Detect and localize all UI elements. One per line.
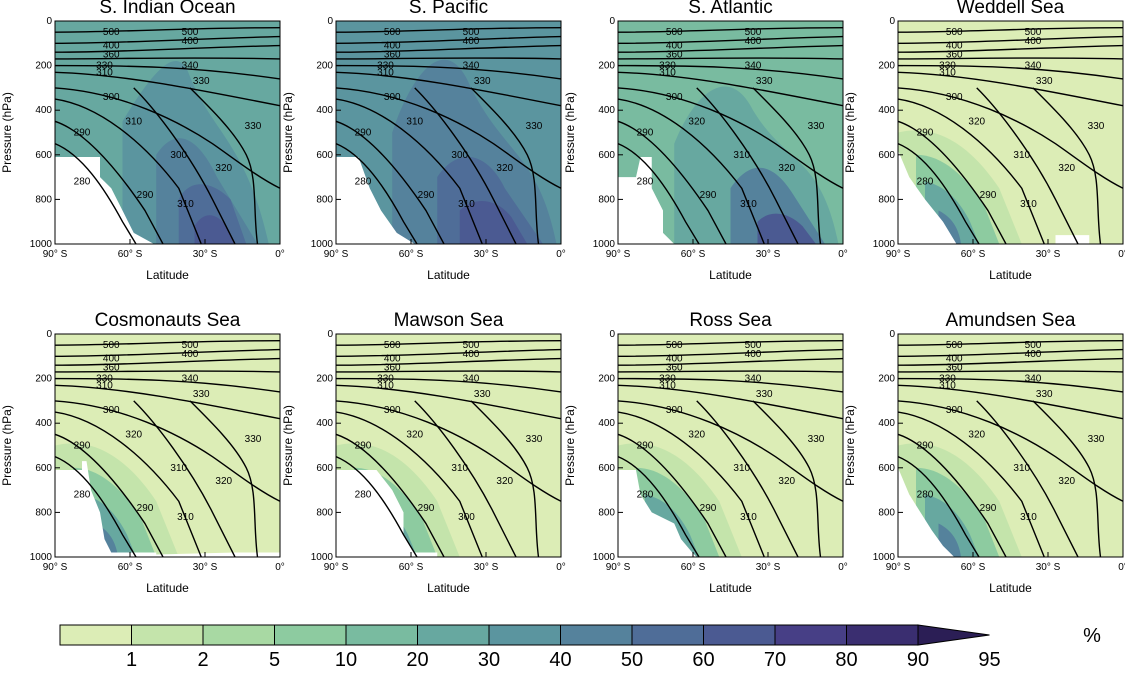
colorbar-swatch [632,625,704,645]
contour-label: 290 [980,503,997,514]
x-tick-label: 30° S [1036,562,1061,573]
colorbar-label: 80 [835,649,857,669]
y-tick-label: 0 [889,329,895,340]
colorbar-swatch [203,625,275,645]
colorbar-swatch [561,625,633,645]
colorbar-label: 5 [269,649,280,669]
colorbar-label: 50 [621,649,643,669]
contour-label: 360 [946,362,963,373]
contour-label: 310 [939,380,956,391]
colorbar-swatch [847,625,919,645]
colorbar-label: 70 [764,649,786,669]
contour-label: 340 [1025,374,1042,385]
y-tick-label: 800 [878,507,895,518]
colorbar-label: 90 [907,649,929,669]
contour-label: 300 [946,405,963,416]
contour-label: 280 [917,490,934,501]
x-tick-label: 90° S [886,562,911,573]
x-tick-label: 0° [1118,562,1125,573]
contour-label: 330 [1088,434,1105,445]
contour-label: 330 [1036,389,1053,400]
colorbar-label: 40 [549,649,571,669]
y-axis-label: Pressure (hPa) [843,405,857,486]
contour-label: 500 [946,340,963,351]
colorbar-swatch [60,625,132,645]
colorbar-label: 2 [197,649,208,669]
colorbar-swatch [418,625,490,645]
contour-label: 310 [1013,463,1030,474]
y-tick-label: 200 [878,374,895,385]
colorbar-unit: % [1083,625,1101,647]
colorbar-swatch [489,625,561,645]
colorbar-swatch [775,625,847,645]
colorbar-swatch [918,625,990,645]
contour-label: 290 [917,441,934,452]
colorbar-swatch [132,625,204,645]
colorbar-label: 60 [692,649,714,669]
colorbar-swatch [275,625,347,645]
colorbar: 1 2 5 10 20 30 40 50 60 70 80 90 95% [0,610,1125,674]
colorbar-label: 95 [978,649,1000,669]
colorbar-label: 20 [406,649,428,669]
colorbar-swatch [704,625,776,645]
colorbar-label: 30 [478,649,500,669]
contour-label: 320 [968,429,985,440]
y-tick-label: 600 [878,463,895,474]
contour-label: 400 [1025,349,1042,360]
colorbar-swatch [346,625,418,645]
colorbar-svg: 1 2 5 10 20 30 40 50 60 70 80 90 95% [0,610,1125,669]
colorbar-label: 1 [126,649,137,669]
x-tick-label: 60° S [961,562,986,573]
contour-label: 320 [1058,476,1075,487]
colorbar-label: 10 [335,649,357,669]
y-tick-label: 400 [878,418,895,429]
x-axis-label: Latitude [989,581,1032,595]
contour-label: 310 [1020,512,1037,523]
